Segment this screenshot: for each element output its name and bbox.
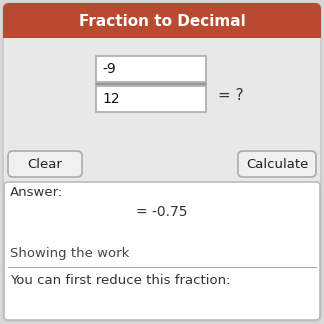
Text: You can first reduce this fraction:: You can first reduce this fraction: xyxy=(10,274,230,287)
Text: Answer:: Answer: xyxy=(10,186,63,199)
Text: Fraction to Decimal: Fraction to Decimal xyxy=(79,14,245,29)
FancyBboxPatch shape xyxy=(96,86,206,112)
FancyBboxPatch shape xyxy=(96,56,206,82)
FancyBboxPatch shape xyxy=(4,182,320,320)
Text: = -0.75: = -0.75 xyxy=(136,205,188,219)
Text: Clear: Clear xyxy=(28,157,63,170)
Text: -9: -9 xyxy=(102,62,116,76)
FancyBboxPatch shape xyxy=(238,151,316,177)
Text: 12: 12 xyxy=(102,92,120,106)
Text: Calculate: Calculate xyxy=(246,157,308,170)
FancyBboxPatch shape xyxy=(3,3,321,38)
FancyBboxPatch shape xyxy=(8,151,82,177)
Text: Showing the work: Showing the work xyxy=(10,248,129,260)
FancyBboxPatch shape xyxy=(3,3,321,321)
Bar xyxy=(3,22,321,38)
Text: = ?: = ? xyxy=(218,88,244,103)
